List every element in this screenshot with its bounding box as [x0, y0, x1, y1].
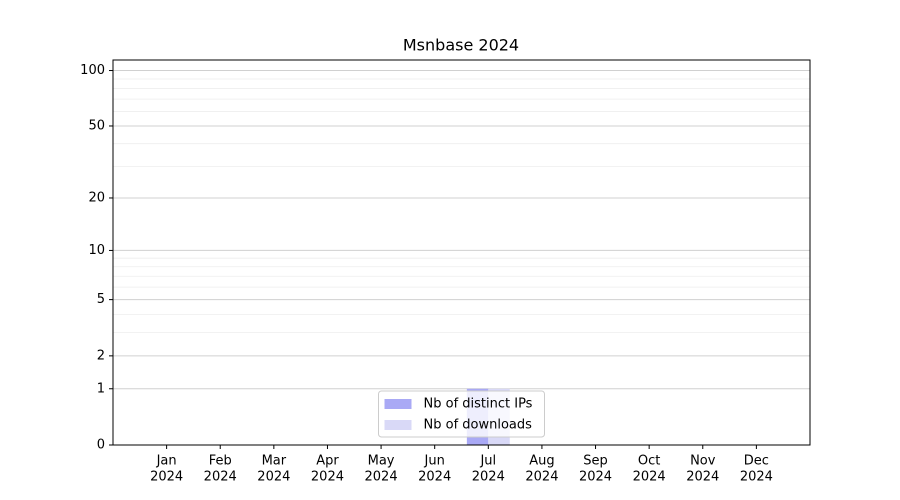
- legend-swatch: [384, 420, 412, 430]
- x-tick-label: 2024: [365, 470, 398, 485]
- x-tick-label: 2024: [472, 470, 505, 485]
- chart-title: Msnbase 2024: [403, 36, 519, 55]
- y-tick-label: 5: [97, 292, 105, 307]
- x-tick-label: 2024: [311, 470, 344, 485]
- x-tick-label: May: [368, 454, 395, 469]
- y-tick-label: 50: [88, 118, 105, 133]
- legend-box: [378, 390, 545, 438]
- x-tick-label: Jun: [424, 454, 445, 469]
- y-tick-label: 20: [88, 190, 105, 205]
- x-tick-label: 2024: [257, 470, 290, 485]
- x-tick-label: 2024: [686, 470, 719, 485]
- y-tick-label: 0: [97, 438, 105, 453]
- y-tick-label: 10: [88, 243, 105, 258]
- x-tick-label: Oct: [638, 454, 660, 469]
- x-tick-label: 2024: [418, 470, 451, 485]
- legend-label: Nb of downloads: [424, 418, 533, 433]
- x-tick-label: 2024: [740, 470, 773, 485]
- y-tick-label: 100: [80, 63, 105, 78]
- x-tick-label: Jul: [479, 454, 496, 469]
- x-tick-label: 2024: [579, 470, 612, 485]
- y-tick-label: 2: [97, 348, 105, 363]
- x-tick-label: Jan: [156, 454, 177, 469]
- x-tick-label: Aug: [529, 454, 554, 469]
- y-tick-label: 1: [97, 381, 105, 396]
- x-tick-label: Dec: [744, 454, 769, 469]
- x-tick-label: 2024: [150, 470, 183, 485]
- x-tick-label: Apr: [316, 454, 339, 469]
- legend: Nb of distinct IPs Nb of downloads: [378, 390, 545, 438]
- x-tick-label: Nov: [690, 454, 716, 469]
- x-tick-label: Mar: [262, 454, 287, 469]
- x-tick-label: 2024: [525, 470, 558, 485]
- x-tick-label: 2024: [633, 470, 666, 485]
- legend-swatch: [384, 399, 412, 409]
- x-tick-label: 2024: [204, 470, 237, 485]
- legend-label: Nb of distinct IPs: [424, 397, 533, 412]
- x-tick-label: Feb: [209, 454, 232, 469]
- x-tick-label: Sep: [583, 454, 608, 469]
- plot-frame: [112, 59, 811, 446]
